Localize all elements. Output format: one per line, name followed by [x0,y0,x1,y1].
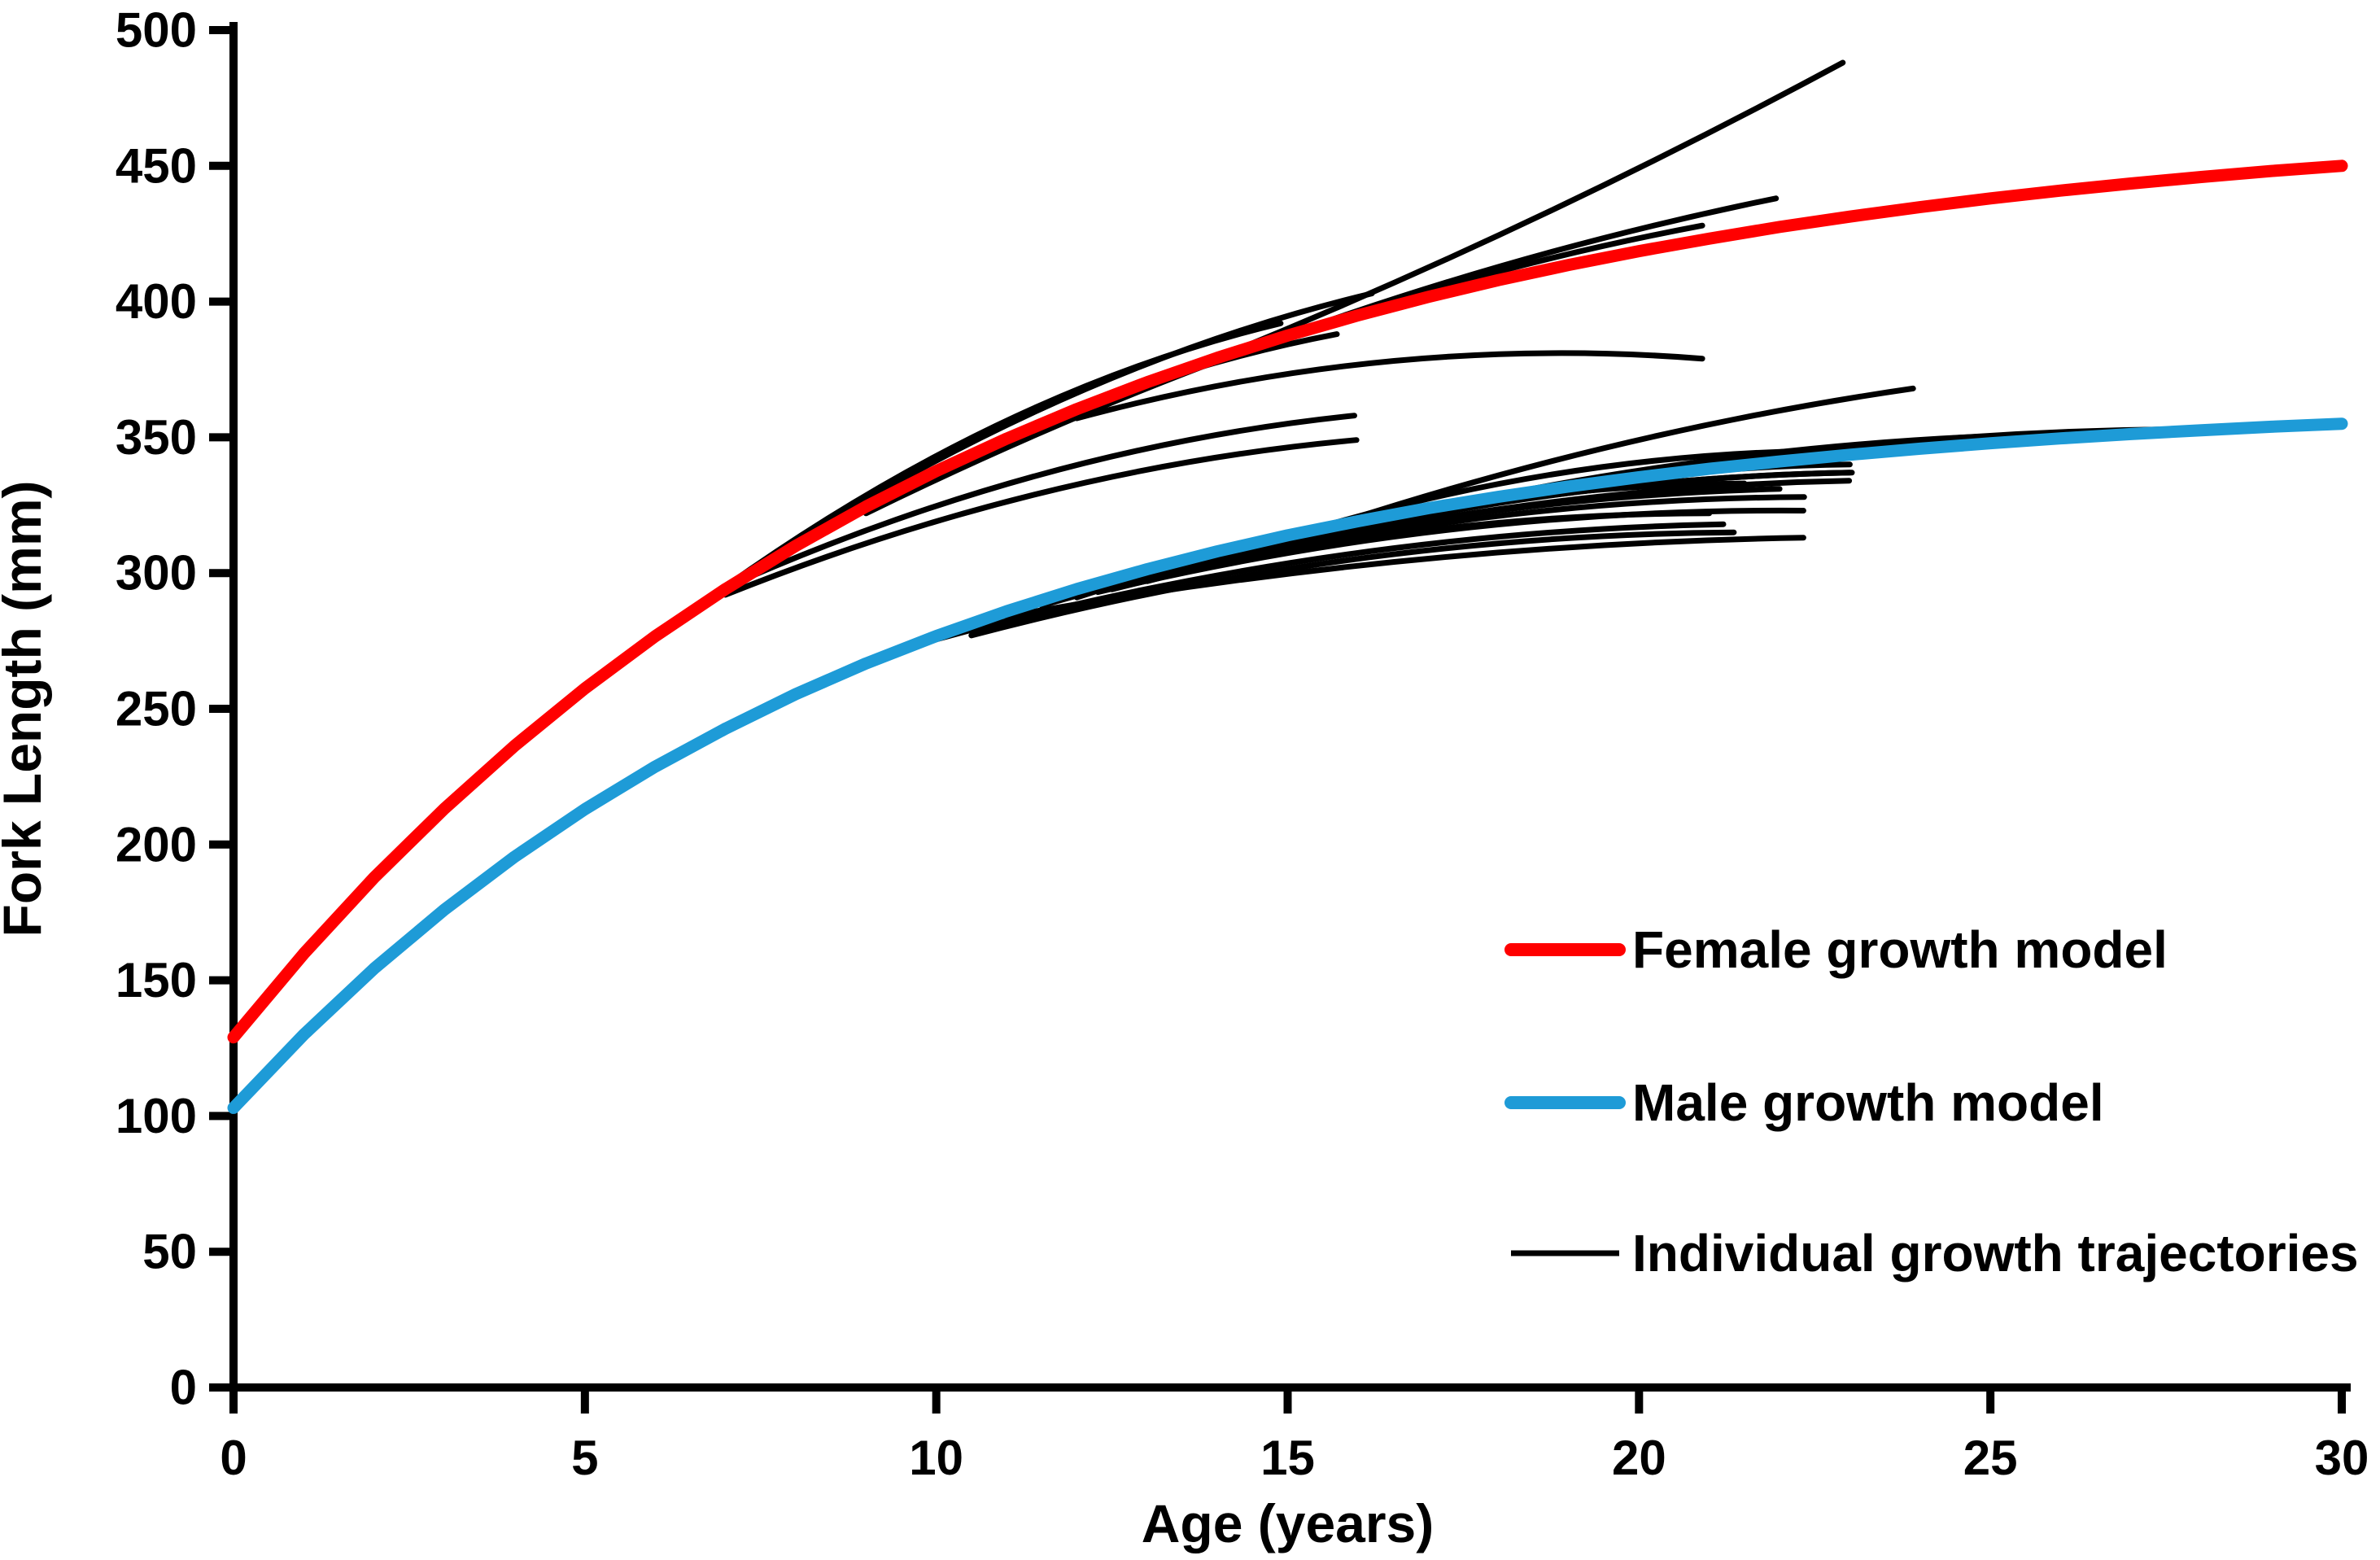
legend-item-male: Male growth model [1504,1073,2104,1132]
x-tick-label: 10 [909,1431,963,1485]
legend-item-female: Female growth model [1504,920,2168,979]
legend-item-male-label: Male growth model [1632,1073,2104,1132]
y-axis: 0 50 100 150 200 250 300 350 400 450 500 [116,3,234,1415]
individual-trajectory [1003,535,1806,620]
y-tick-label: 250 [116,682,197,736]
individual-trajectory [718,413,1357,592]
x-tick-label: 20 [1612,1431,1666,1485]
individual-trajectories [718,59,2190,653]
legend: Female growth model Male growth model Indi… [1504,920,2359,1283]
individual-trajectory [723,437,1360,598]
y-tick-label: 150 [116,953,197,1007]
y-tick-label: 450 [116,138,197,193]
x-axis-title: Age (years) [1142,1493,1435,1553]
model-curves [227,159,2348,1114]
x-tick-label: 0 [220,1431,247,1485]
legend-item-trajectories: Individual growth trajectories [1511,1224,2359,1283]
y-tick-label: 0 [170,1361,197,1415]
male-growth-curve [227,417,2348,1114]
individual-trajectory [898,521,1727,653]
y-tick-label: 100 [116,1089,197,1143]
y-tick-label: 350 [116,410,197,465]
y-tick-label: 500 [116,3,197,58]
individual-trajectory [793,331,1340,549]
individual-trajectory [1326,448,1818,527]
legend-item-female-label: Female growth model [1632,920,2168,979]
x-tick-label: 15 [1260,1431,1315,1485]
x-tick-label: 30 [2315,1431,2369,1485]
x-tick-label: 5 [571,1431,598,1485]
y-tick-label: 50 [142,1225,197,1279]
x-tick-label: 25 [1963,1431,2018,1485]
y-tick-label: 300 [116,546,197,601]
x-axis: 0 5 10 15 20 25 30 [220,1387,2369,1485]
axis-lines [229,22,2351,1392]
legend-item-trajectories-label: Individual growth trajectories [1632,1224,2359,1283]
y-tick-label: 400 [116,274,197,329]
axes [229,22,2351,1392]
y-axis-title: Fork Length (mm) [0,481,52,937]
individual-trajectory [968,529,1737,639]
y-tick-label: 200 [116,817,197,872]
female-growth-curve [227,159,2348,1044]
individual-trajectory [1073,350,1705,422]
